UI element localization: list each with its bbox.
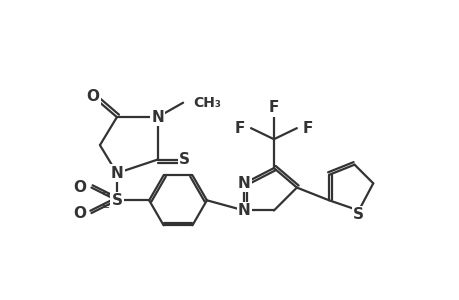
Text: S: S	[179, 152, 190, 167]
Text: F: F	[268, 100, 279, 115]
Text: N: N	[237, 176, 250, 191]
Text: O: O	[73, 180, 86, 195]
Text: N: N	[110, 166, 123, 181]
Text: F: F	[234, 121, 245, 136]
Text: =: =	[101, 189, 110, 199]
Text: F: F	[302, 121, 313, 136]
Text: O: O	[73, 206, 86, 220]
Text: O: O	[86, 89, 100, 104]
Text: N: N	[237, 203, 250, 218]
Text: N: N	[151, 110, 164, 124]
Text: S: S	[111, 193, 122, 208]
Text: S: S	[353, 207, 364, 222]
Text: CH₃: CH₃	[193, 96, 221, 110]
Text: =: =	[101, 202, 110, 212]
